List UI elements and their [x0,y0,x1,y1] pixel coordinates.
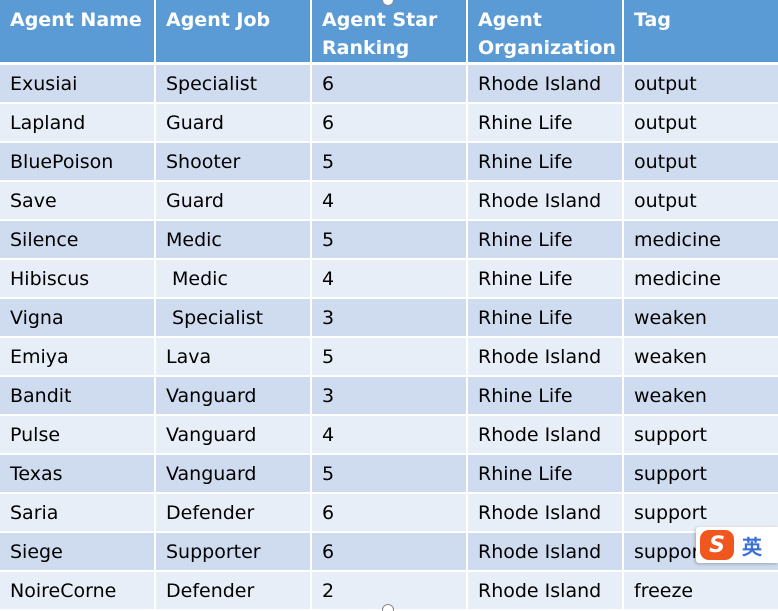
cell-agent-name[interactable]: NoireCorne [0,572,156,611]
cell-agent-star-ranking[interactable]: 4 [312,416,468,455]
cell-agent-name[interactable]: Siege [0,533,156,572]
table-row: Vigna Specialist 3 Rhine Life weaken [0,299,778,338]
cell-agent-name[interactable]: BluePoison [0,143,156,182]
cell-agent-organization[interactable]: Rhode Island [468,572,624,611]
cell-agent-organization[interactable]: Rhode Island [468,416,624,455]
cell-agent-organization[interactable]: Rhode Island [468,65,624,104]
cell-agent-name[interactable]: Emiya [0,338,156,377]
cell-agent-organization[interactable]: Rhine Life [468,260,624,299]
table-row: Save Guard 4 Rhode Island output [0,182,778,221]
cell-agent-name[interactable]: Pulse [0,416,156,455]
cell-tag[interactable]: weaken [624,338,778,377]
cell-agent-job[interactable]: Medic [156,221,312,260]
table-row: Exusiai Specialist 6 Rhode Island output [0,65,778,104]
cell-agent-job[interactable]: Defender [156,494,312,533]
cell-agent-organization[interactable]: Rhine Life [468,377,624,416]
cell-tag[interactable]: weaken [624,299,778,338]
cell-tag[interactable]: output [624,65,778,104]
table-row: Siege Supporter 6 Rhode Island support [0,533,778,572]
cell-agent-star-ranking[interactable]: 4 [312,260,468,299]
table-row: Saria Defender 6 Rhode Island support [0,494,778,533]
cell-agent-name[interactable]: Saria [0,494,156,533]
table-row: Silence Medic 5 Rhine Life medicine [0,221,778,260]
cell-agent-job[interactable]: Guard [156,104,312,143]
header-row: Agent Name Agent Job Agent Star Ranking … [0,0,778,65]
table-row: Emiya Lava 5 Rhode Island weaken [0,338,778,377]
cell-agent-star-ranking[interactable]: 6 [312,533,468,572]
table-row: Hibiscus Medic 4 Rhine Life medicine [0,260,778,299]
cell-agent-star-ranking[interactable]: 6 [312,65,468,104]
table-body: Exusiai Specialist 6 Rhode Island output Lapl… [0,65,778,611]
cell-agent-name[interactable]: Silence [0,221,156,260]
ime-language-toggle[interactable]: 英 [742,534,762,559]
cell-agent-job[interactable]: Defender [156,572,312,611]
cell-agent-job[interactable]: Shooter [156,143,312,182]
cell-tag[interactable]: medicine [624,260,778,299]
cell-tag[interactable]: support [624,416,778,455]
header-tag[interactable]: Tag [624,0,778,65]
cell-agent-name[interactable]: Lapland [0,104,156,143]
header-agent-star-ranking[interactable]: Agent Star Ranking [312,0,468,65]
table-row: Texas Vanguard 5 Rhine Life support [0,455,778,494]
cell-agent-star-ranking[interactable]: 5 [312,143,468,182]
sogou-logo-icon[interactable]: S [700,530,734,560]
cell-agent-name[interactable]: Save [0,182,156,221]
cell-agent-organization[interactable]: Rhine Life [468,143,624,182]
cell-agent-job[interactable]: Guard [156,182,312,221]
cell-agent-job[interactable]: Specialist [156,65,312,104]
cell-agent-organization[interactable]: Rhine Life [468,299,624,338]
cell-agent-job[interactable]: Vanguard [156,377,312,416]
cell-agent-star-ranking[interactable]: 5 [312,221,468,260]
cell-agent-organization[interactable]: Rhine Life [468,221,624,260]
cell-tag[interactable]: weaken [624,377,778,416]
cell-agent-star-ranking[interactable]: 4 [312,182,468,221]
cell-agent-job[interactable]: Supporter [156,533,312,572]
cell-agent-organization[interactable]: Rhode Island [468,338,624,377]
ime-toolbar[interactable]: S 英 [696,527,778,563]
table-row: BluePoison Shooter 5 Rhine Life output [0,143,778,182]
cell-tag[interactable]: output [624,182,778,221]
cell-agent-name[interactable]: Vigna [0,299,156,338]
cell-agent-star-ranking[interactable]: 6 [312,494,468,533]
table-row: NoireCorne Defender 2 Rhode Island freeze [0,572,778,611]
table-row: Lapland Guard 6 Rhine Life output [0,104,778,143]
header-agent-organization[interactable]: Agent Organization [468,0,624,65]
cell-agent-organization[interactable]: Rhine Life [468,455,624,494]
cell-agent-name[interactable]: Hibiscus [0,260,156,299]
cell-agent-organization[interactable]: Rhode Island [468,533,624,572]
cell-agent-job[interactable]: Specialist [156,299,312,338]
cell-tag[interactable]: medicine [624,221,778,260]
cell-agent-star-ranking[interactable]: 3 [312,299,468,338]
cell-agent-star-ranking[interactable]: 6 [312,104,468,143]
table-row: Pulse Vanguard 4 Rhode Island support [0,416,778,455]
cell-agent-organization[interactable]: Rhine Life [468,104,624,143]
selection-handle-bottom[interactable] [382,604,394,611]
cell-tag[interactable]: support [624,455,778,494]
cell-agent-organization[interactable]: Rhode Island [468,494,624,533]
cell-agent-organization[interactable]: Rhode Island [468,182,624,221]
table-row: Bandit Vanguard 3 Rhine Life weaken [0,377,778,416]
cell-agent-star-ranking[interactable]: 3 [312,377,468,416]
cell-agent-star-ranking[interactable]: 5 [312,455,468,494]
cell-agent-name[interactable]: Bandit [0,377,156,416]
cell-agent-job[interactable]: Vanguard [156,416,312,455]
cell-tag[interactable]: freeze [624,572,778,611]
cell-agent-name[interactable]: Texas [0,455,156,494]
cell-agent-star-ranking[interactable]: 5 [312,338,468,377]
header-agent-job[interactable]: Agent Job [156,0,312,65]
cell-tag[interactable]: output [624,104,778,143]
cell-agent-job[interactable]: Medic [156,260,312,299]
cell-tag[interactable]: output [624,143,778,182]
cell-agent-name[interactable]: Exusiai [0,65,156,104]
cell-agent-job[interactable]: Vanguard [156,455,312,494]
header-agent-name[interactable]: Agent Name [0,0,156,65]
cell-agent-job[interactable]: Lava [156,338,312,377]
